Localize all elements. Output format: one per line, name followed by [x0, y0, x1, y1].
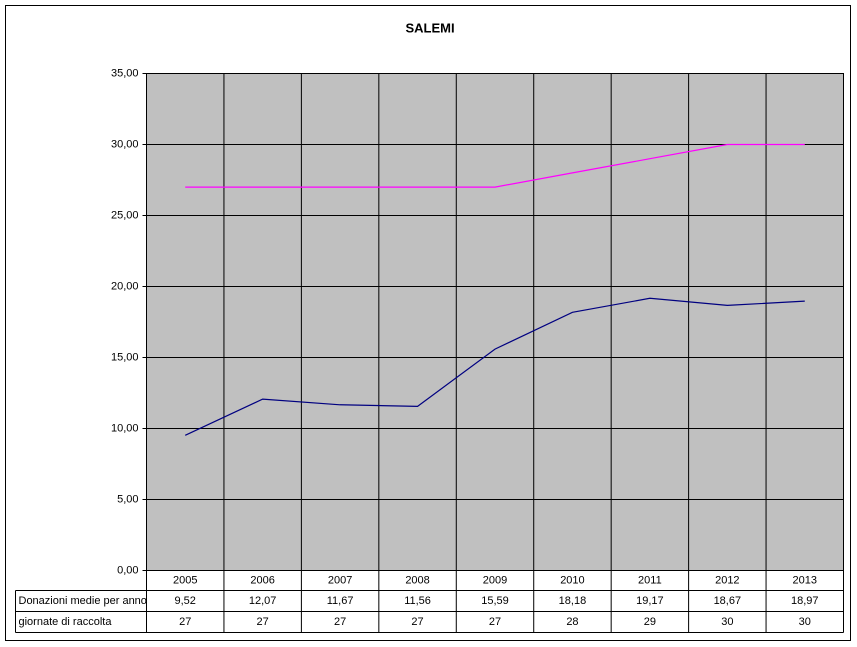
y-tick-label: 15,00 [111, 351, 139, 363]
y-tick-label: 35,00 [111, 67, 139, 79]
y-tick-label: 20,00 [111, 280, 139, 292]
x-tick-label: 2010 [560, 574, 584, 586]
y-tick-label: 10,00 [111, 422, 139, 434]
series-line [184, 297, 805, 436]
table-value: 27 [411, 616, 423, 628]
table-value: 12,07 [249, 595, 277, 607]
y-tick-label: 25,00 [111, 209, 139, 221]
table-value: 11,56 [404, 595, 431, 607]
series-line [185, 143, 805, 188]
x-tick-label: 2012 [715, 574, 739, 586]
legend-label: giornate di raccolta [19, 616, 113, 628]
plot-area [146, 73, 844, 571]
legend-label: Donazioni medie per anno [19, 595, 147, 607]
table-value: 18,18 [559, 595, 587, 607]
table-value: 19,17 [636, 595, 664, 607]
table-value: 27 [334, 616, 346, 628]
table-value: 15,59 [481, 595, 509, 607]
table-value: 18,97 [791, 595, 819, 607]
table-value: 30 [721, 616, 733, 628]
x-tick-label: 2013 [793, 574, 817, 586]
table-value: 27 [179, 616, 191, 628]
table-value: 29 [644, 616, 656, 628]
x-tick-label: 2007 [328, 574, 352, 586]
table-value: 28 [566, 616, 578, 628]
y-tick-label: 5,00 [117, 493, 138, 505]
y-tick-label: 30,00 [111, 138, 139, 150]
x-tick-label: 2008 [405, 574, 429, 586]
x-tick-label: 2005 [173, 574, 197, 586]
y-tick-label: 0,00 [117, 564, 138, 576]
x-tick-label: 2009 [483, 574, 507, 586]
x-tick-label: 2006 [250, 574, 274, 586]
x-tick-label: 2011 [638, 574, 662, 586]
table-value: 9,52 [175, 595, 196, 607]
table-value: 11,67 [327, 595, 354, 607]
table-value: 18,67 [714, 595, 742, 607]
table-value: 27 [257, 616, 269, 628]
chart-title: SALEMI [405, 20, 454, 35]
table-value: 30 [799, 616, 811, 628]
table-value: 27 [489, 616, 501, 628]
